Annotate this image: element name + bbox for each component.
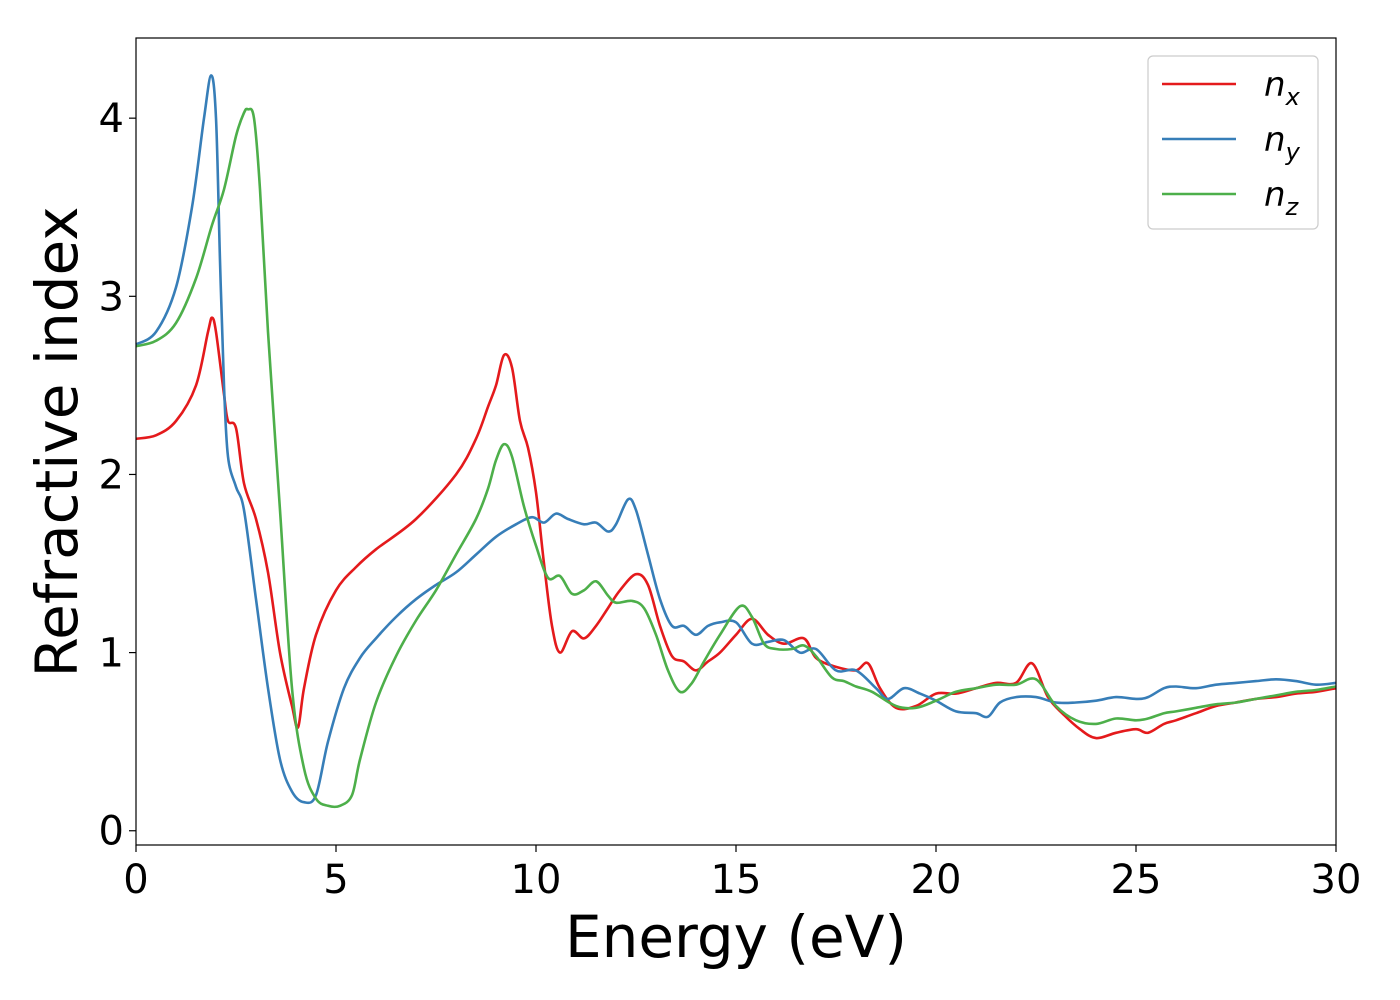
legend-box xyxy=(1147,55,1319,230)
y-tick-label: 3 xyxy=(99,274,124,320)
legend-label-z: nz xyxy=(1264,175,1300,221)
series-line-z xyxy=(135,107,1337,809)
x-tick-label: 20 xyxy=(911,857,962,903)
x-tick-label: 5 xyxy=(323,857,348,903)
x-tick-label: 25 xyxy=(1111,857,1162,903)
y-tick-label: 1 xyxy=(99,631,124,677)
legend: nx ny nz xyxy=(1147,55,1319,230)
x-tick-label: 0 xyxy=(123,857,148,903)
legend-label-y: ny xyxy=(1264,120,1301,166)
y-tick-label: 0 xyxy=(99,809,124,855)
x-tick-label: 10 xyxy=(511,857,562,903)
y-axis-title: Refractive index xyxy=(23,206,91,677)
series-line-y xyxy=(135,74,1337,805)
y-axis-ticks: 0 1 2 3 4 xyxy=(99,96,136,855)
legend-label-x: nx xyxy=(1264,65,1301,111)
series-line-x xyxy=(135,316,1337,740)
x-axis-ticks: 0 5 10 15 20 25 30 xyxy=(123,845,1361,903)
x-tick-label: 15 xyxy=(711,857,762,903)
y-tick-label: 2 xyxy=(99,452,124,498)
plot-lines xyxy=(135,74,1337,809)
x-tick-label: 30 xyxy=(1311,857,1362,903)
y-tick-label: 4 xyxy=(99,96,124,142)
x-axis-title: Energy (eV) xyxy=(565,903,907,971)
